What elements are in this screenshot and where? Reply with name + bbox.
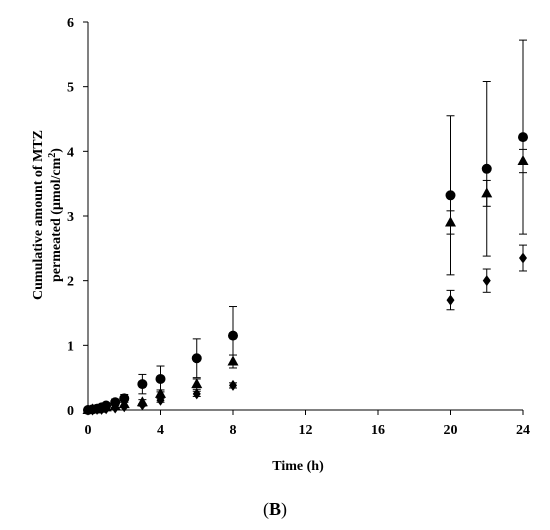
y-axis-title-main: permeated (µmol/cm [49, 157, 64, 282]
y-tick-label: 1 [67, 339, 74, 354]
diamond-point [446, 294, 455, 306]
y-tick-label: 3 [67, 210, 74, 225]
diamond-point [111, 402, 120, 414]
triangle-point [481, 187, 493, 198]
y-tick-label: 0 [67, 404, 74, 419]
diamond-point [192, 388, 201, 400]
x-tick-label: 20 [444, 423, 458, 438]
error-bars [88, 39, 527, 411]
diamond-point [93, 403, 102, 415]
y-axis-title-end: ) [49, 148, 64, 153]
circle-point [445, 190, 456, 201]
x-tick-label: 12 [299, 423, 313, 438]
triangle-point [227, 355, 239, 366]
x-tick-label: 0 [85, 423, 92, 438]
panel-label-letter: B [269, 499, 281, 519]
circle-point [137, 379, 148, 390]
x-tick-label: 16 [371, 423, 385, 438]
y-tick-label: 6 [67, 16, 74, 31]
diamond-point [229, 379, 237, 391]
circle-point [481, 163, 492, 174]
y-tick-label: 5 [67, 81, 74, 96]
axes [87, 22, 523, 411]
triangle-point [445, 216, 456, 227]
circle-point [155, 373, 166, 384]
triangle-point [155, 387, 166, 398]
diamond-point [156, 394, 165, 406]
diamond-point [97, 403, 106, 415]
diamond-point [482, 275, 491, 287]
diamond-point [102, 403, 111, 415]
x-tick-label: 24 [516, 423, 530, 438]
x-axis-title: Time (h) [272, 459, 324, 474]
diamond-point [120, 401, 129, 413]
triangle-point [517, 155, 529, 166]
y-axis-title-line2: permeated (µmol/cm2) [47, 148, 64, 282]
panel-label-open: ( [263, 499, 269, 520]
y-tick-label: 4 [67, 145, 74, 160]
diamond-point [519, 252, 527, 264]
panel-label-close: ) [281, 499, 287, 520]
circle-point [191, 353, 202, 364]
y-axis-title-superscript: 2 [47, 153, 58, 158]
circle-point [228, 330, 238, 341]
diamond-point [138, 399, 147, 411]
data-markers [82, 132, 529, 416]
y-tick-label: 2 [67, 275, 74, 290]
triangle-point [191, 378, 203, 389]
circle-point [518, 132, 528, 143]
x-tick-label: 4 [157, 423, 164, 438]
x-tick-label: 8 [230, 423, 237, 438]
panel-label: (B) [263, 499, 287, 520]
y-axis-title-line1: Cumulative amount of MTZ [31, 130, 46, 300]
